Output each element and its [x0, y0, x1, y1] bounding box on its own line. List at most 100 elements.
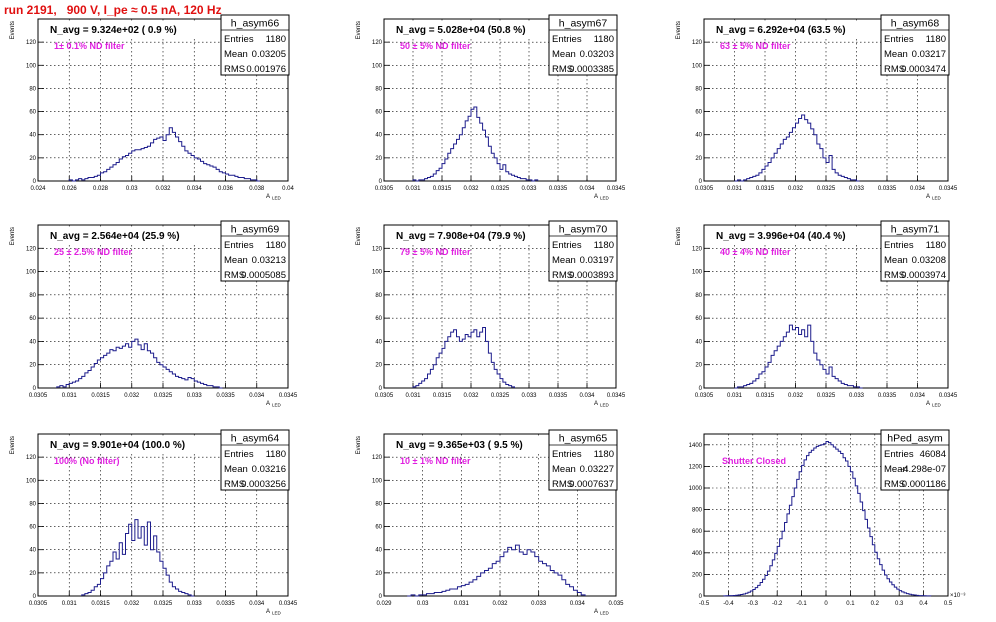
histogram-bin [207, 165, 210, 181]
x-tick-label: 0.033 [531, 601, 547, 607]
navg-label: N_avg = 6.292e+04 (63.5 %) [716, 25, 846, 36]
x-tick-label: 0.0345 [279, 393, 298, 399]
histogram-bin [465, 334, 468, 388]
navg-box: N_avg = 9.324e+02 ( 0.9 %) [45, 22, 218, 37]
histogram-bin [144, 545, 147, 596]
filter-label: 40 ± 4% ND filter [720, 247, 791, 257]
y-tick-label: 120 [26, 40, 37, 46]
histogram-h_asym65: 0.029 0.03 0.031 0.032 0.033 0.034 0.035 0 20 40 6… [356, 429, 624, 616]
stat-value: 1180 [926, 34, 946, 45]
stat-value: 0.03208 [912, 255, 946, 266]
histogram-bin [241, 178, 244, 181]
histogram-bin [527, 550, 531, 596]
x-tick-label: 0.3 [895, 601, 904, 607]
y-tick-label: 100 [26, 63, 37, 69]
histogram-bin [523, 554, 527, 596]
filter-label: Shutter Closed [722, 456, 786, 466]
histogram-bin [126, 534, 129, 596]
histogram-bin [877, 559, 879, 596]
histogram-bin [154, 358, 157, 388]
y-axis-label: Events [10, 436, 16, 454]
x-tick-label: 0.0345 [607, 393, 626, 399]
stat-value: 0.03227 [580, 464, 614, 475]
histogram-bin [802, 330, 805, 388]
histogram-bin [736, 595, 738, 596]
histogram-bin [783, 337, 786, 388]
stat-label: Entries [224, 449, 254, 460]
histogram-bin [494, 369, 497, 388]
histogram-bin [430, 369, 433, 388]
histogram-bin [477, 576, 481, 596]
navg-box: N_avg = 9.365e+03 ( 9.5 %) [391, 437, 564, 452]
x-tick-label: 0.033 [521, 393, 537, 399]
histogram-bin [520, 179, 523, 181]
histogram-bin [94, 364, 97, 388]
stats-box: h_asym66 Entries 1180 Mean 0.03205 RMS 0.00197… [220, 14, 290, 76]
histogram-bin [201, 161, 204, 181]
histogram-bin [755, 588, 757, 596]
histogram-bin [841, 383, 844, 388]
y-tick-label: 80 [375, 86, 382, 92]
histogram-bin [496, 561, 500, 596]
y-tick-label: 40 [695, 133, 702, 139]
histogram-bin [157, 362, 160, 388]
histogram-bin [129, 524, 132, 596]
histogram-name: h_asym70 [559, 224, 608, 236]
histogram-bin [457, 587, 461, 596]
stat-value: 0.03216 [252, 464, 286, 475]
histogram-bin [804, 460, 806, 596]
histogram-bin [222, 173, 225, 181]
histogram-bin [768, 162, 771, 181]
y-tick-label: 120 [372, 455, 383, 461]
histogram-bin [848, 466, 850, 596]
histogram-bin [116, 162, 119, 181]
stat-value: 0.0003385 [569, 64, 614, 75]
x-tick-label: 0.031 [454, 601, 470, 607]
histogram-bin [226, 174, 229, 181]
histogram-bin [762, 372, 765, 388]
stat-label: Mean [224, 255, 248, 266]
histogram-bin [772, 560, 774, 596]
x-tick-label: 0.0305 [695, 393, 714, 399]
histogram-bin [847, 179, 850, 181]
histogram-bin [446, 590, 450, 596]
histogram-bin [844, 385, 847, 388]
navg-label: N_avg = 2.564e+04 (25.9 %) [50, 231, 180, 242]
histogram-bin [816, 446, 818, 596]
histogram-bin [204, 164, 207, 181]
histogram-bin [169, 372, 172, 388]
histogram-bin [809, 452, 811, 596]
histogram-bin [191, 156, 194, 181]
histogram-bin [747, 385, 750, 388]
histogram-bin [132, 341, 135, 388]
histogram-bin [151, 143, 154, 181]
histogram-bin [147, 522, 150, 596]
histogram-bin [413, 387, 416, 388]
histogram-bin [787, 514, 789, 596]
histogram-bin [519, 552, 523, 596]
histogram-bin [188, 378, 191, 388]
histogram-bin [94, 587, 97, 596]
histogram-hPed_asym: -0.5 -0.4 -0.3 -0.2 -0.1 0 0.1 0.2 0.3 0.4 0.5 0 200… [689, 429, 965, 607]
histogram-bin [774, 153, 777, 181]
histogram-name: h_asym69 [231, 224, 280, 236]
histogram-bin [141, 527, 144, 596]
histogram-bin [191, 379, 194, 388]
stat-value: 0.0003974 [901, 270, 946, 281]
stat-value: 0.001976 [246, 64, 286, 75]
histogram-bin [806, 456, 808, 596]
histogram-bin [820, 365, 823, 388]
histogram-bin [113, 351, 116, 388]
histogram-bin [805, 337, 808, 388]
histogram-h_asym68: 0.0305 0.031 0.0315 0.032 0.0325 0.033 0.0335 0… [676, 14, 958, 201]
histogram-bin [744, 386, 747, 388]
histogram-bin [841, 176, 844, 181]
histogram-bin [792, 497, 794, 596]
x-axis-label: A LED [594, 194, 610, 201]
x-tick-label: 0.04 [282, 186, 294, 192]
histogram-bin [756, 379, 759, 388]
histogram-bin [172, 587, 175, 596]
x-tick-label: 0.028 [93, 186, 109, 192]
filter-label: 1± 0.1% ND filter [54, 41, 125, 51]
histogram-bin [425, 379, 428, 388]
